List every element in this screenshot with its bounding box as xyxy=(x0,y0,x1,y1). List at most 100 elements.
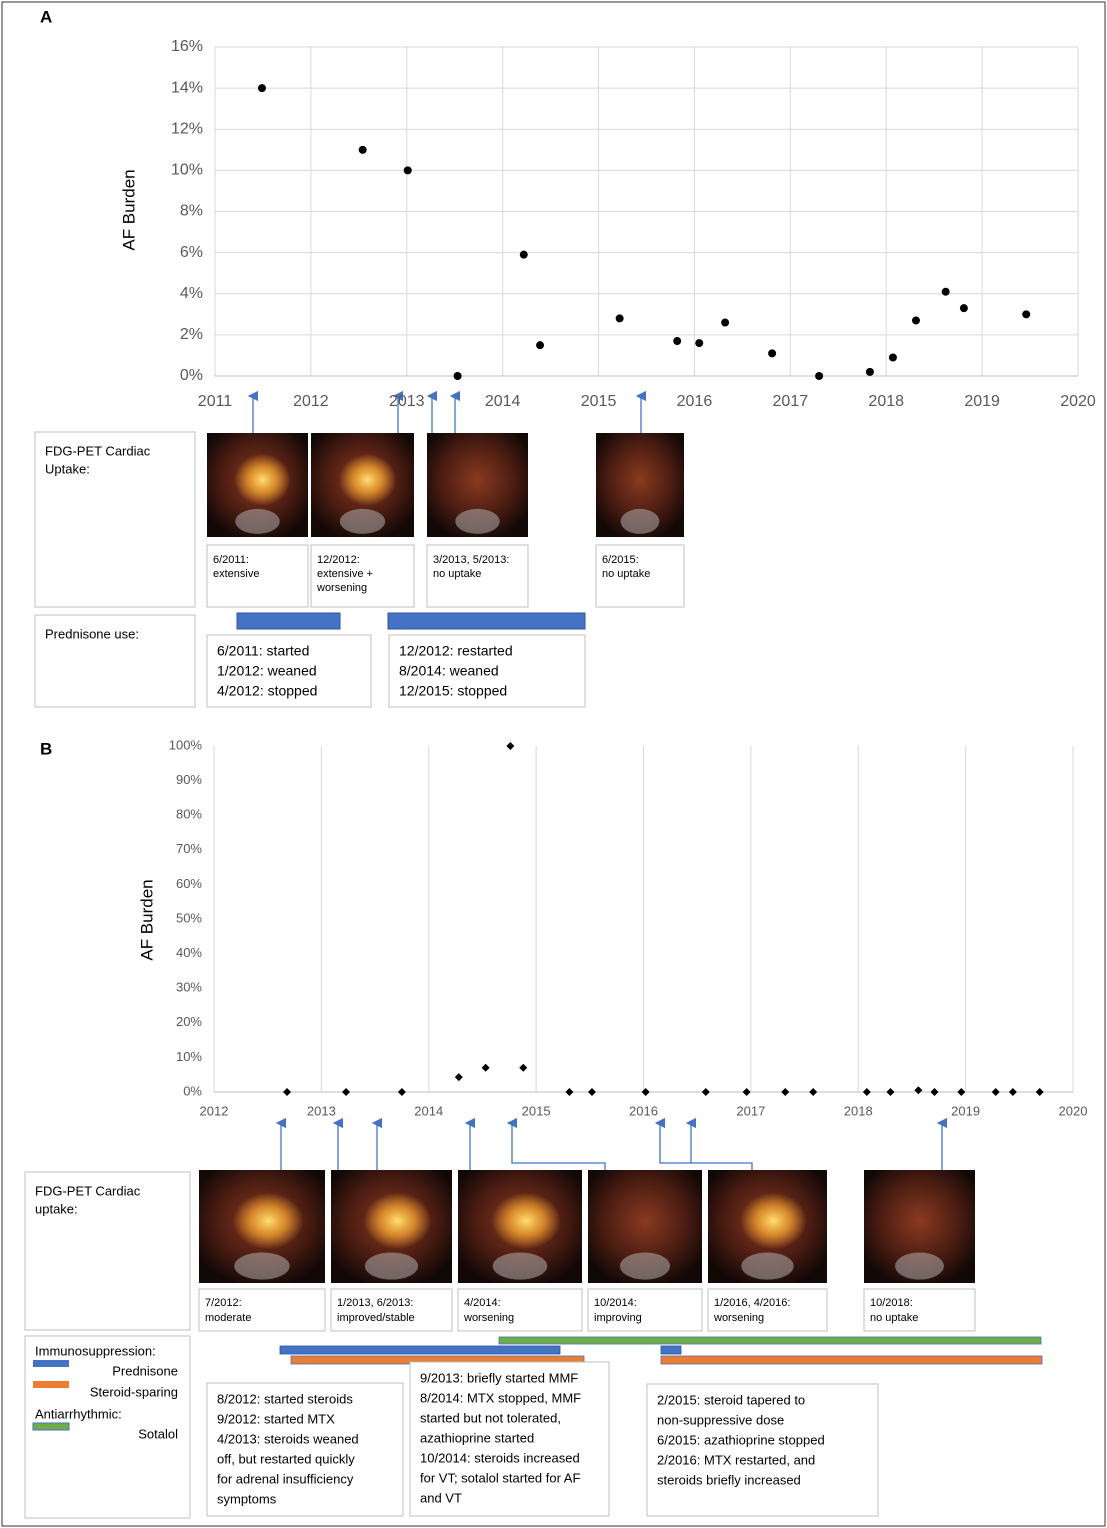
y-tick-label: 0% xyxy=(183,1083,202,1098)
x-tick-label: 2011 xyxy=(198,393,233,410)
y-tick-label: 50% xyxy=(176,910,202,925)
y-axis-label: AF Burden xyxy=(137,879,156,960)
y-tick-label: 2% xyxy=(180,326,203,343)
pet-image xyxy=(199,1170,325,1283)
pet-image xyxy=(311,433,414,537)
text-box xyxy=(708,1289,827,1331)
point xyxy=(616,314,624,322)
pet-uptake xyxy=(740,1193,807,1250)
box-text: non-suppressive dose xyxy=(657,1412,784,1427)
x-tick-label: 2018 xyxy=(844,1103,873,1118)
pet-uptake xyxy=(339,454,397,506)
legend-entry: Steroid-sparing xyxy=(90,1384,178,1399)
box-text: 6/2015: xyxy=(602,554,639,566)
point xyxy=(914,1086,922,1094)
text-box xyxy=(331,1289,452,1331)
text-box xyxy=(458,1289,582,1331)
point xyxy=(992,1088,1000,1096)
box-text: off, but restarted quickly xyxy=(217,1451,355,1466)
point xyxy=(519,1064,527,1072)
point xyxy=(482,1064,490,1072)
x-tick-label: 2012 xyxy=(293,393,329,410)
box-text: 6/2011: xyxy=(213,554,249,566)
x-tick-label: 2014 xyxy=(414,1103,443,1118)
box-text: worsening xyxy=(316,582,367,594)
legend-swatch xyxy=(33,1360,69,1367)
legend-swatch xyxy=(33,1423,69,1430)
pet-uptake xyxy=(234,454,291,506)
box-text: 7/2012: xyxy=(205,1297,242,1309)
point xyxy=(258,84,266,92)
box-text: uptake: xyxy=(35,1201,78,1216)
legend-heading: Immunosuppression: xyxy=(35,1343,156,1358)
x-tick-label: 2015 xyxy=(581,393,617,410)
pet-image xyxy=(708,1170,827,1283)
point xyxy=(642,1088,650,1096)
point xyxy=(863,1088,871,1096)
panel-label: A xyxy=(40,7,52,26)
y-tick-label: 70% xyxy=(176,841,202,856)
y-tick-label: 6% xyxy=(180,244,203,261)
pet-body xyxy=(493,1252,548,1279)
point xyxy=(565,1088,573,1096)
box-text: Uptake: xyxy=(45,461,90,476)
point xyxy=(942,288,950,296)
point xyxy=(1009,1088,1017,1096)
box-text: Prednisone use: xyxy=(45,626,139,641)
pet-body xyxy=(340,509,385,534)
pet-body xyxy=(365,1252,418,1279)
point xyxy=(815,372,823,380)
box-text: 6/2011: started xyxy=(217,643,309,659)
y-tick-label: 8% xyxy=(180,203,203,220)
box-text: 1/2012: weaned xyxy=(217,663,317,679)
box-text: 4/2012: stopped xyxy=(217,683,317,699)
point xyxy=(695,339,703,347)
point xyxy=(404,166,412,174)
point xyxy=(889,353,897,361)
box-text: 12/2012: restarted xyxy=(399,643,513,659)
box-text: extensive xyxy=(213,568,259,580)
pet-body xyxy=(234,1252,289,1279)
y-tick-label: 90% xyxy=(176,772,202,787)
box-text: 10/2014: steroids increased xyxy=(420,1450,580,1465)
point xyxy=(398,1088,406,1096)
point xyxy=(1036,1088,1044,1096)
box-text: extensive + xyxy=(317,568,373,580)
box-text: steroids briefly increased xyxy=(657,1472,801,1487)
y-tick-label: 40% xyxy=(176,945,202,960)
y-tick-label: 10% xyxy=(171,162,203,179)
box-text: FDG-PET Cardiac xyxy=(45,443,151,458)
text-box xyxy=(199,1289,325,1331)
point xyxy=(506,742,514,750)
box-text: improving xyxy=(594,1312,642,1324)
box-text: 4/2014: xyxy=(464,1297,501,1309)
pet-image xyxy=(588,1170,702,1283)
pet-image xyxy=(427,433,528,537)
box-text: worsening xyxy=(463,1312,514,1324)
pet-image xyxy=(207,433,308,537)
figure: A B 0%2%4%6%8%10%12%14%16%20112012201320… xyxy=(0,0,1107,1528)
pet-uptake xyxy=(491,1193,560,1250)
pet-body xyxy=(621,509,660,534)
box-text: 2/2015: steroid tapered to xyxy=(657,1392,805,1407)
y-tick-label: 10% xyxy=(176,1049,202,1064)
pet-uptake xyxy=(364,1193,432,1250)
point xyxy=(809,1088,817,1096)
y-tick-label: 100% xyxy=(169,737,203,752)
box-text: 4/2013: steroids weaned xyxy=(217,1431,359,1446)
text-box xyxy=(864,1289,975,1331)
point xyxy=(702,1088,710,1096)
y-tick-label: 80% xyxy=(176,807,202,822)
point xyxy=(536,341,544,349)
box-text: improved/stable xyxy=(337,1312,415,1324)
y-tick-label: 16% xyxy=(171,38,203,55)
x-tick-label: 2017 xyxy=(736,1103,765,1118)
y-tick-label: 14% xyxy=(171,79,203,96)
x-tick-label: 2013 xyxy=(307,1103,336,1118)
box-text: 3/2013, 5/2013: xyxy=(433,554,509,566)
box-text: started but not tolerated, xyxy=(420,1410,561,1425)
box-text: symptoms xyxy=(217,1491,277,1506)
box-text: for VT; sotalol started for AF xyxy=(420,1470,580,1485)
legend-heading: Antiarrhythmic: xyxy=(35,1406,122,1421)
pet-body xyxy=(741,1252,793,1279)
